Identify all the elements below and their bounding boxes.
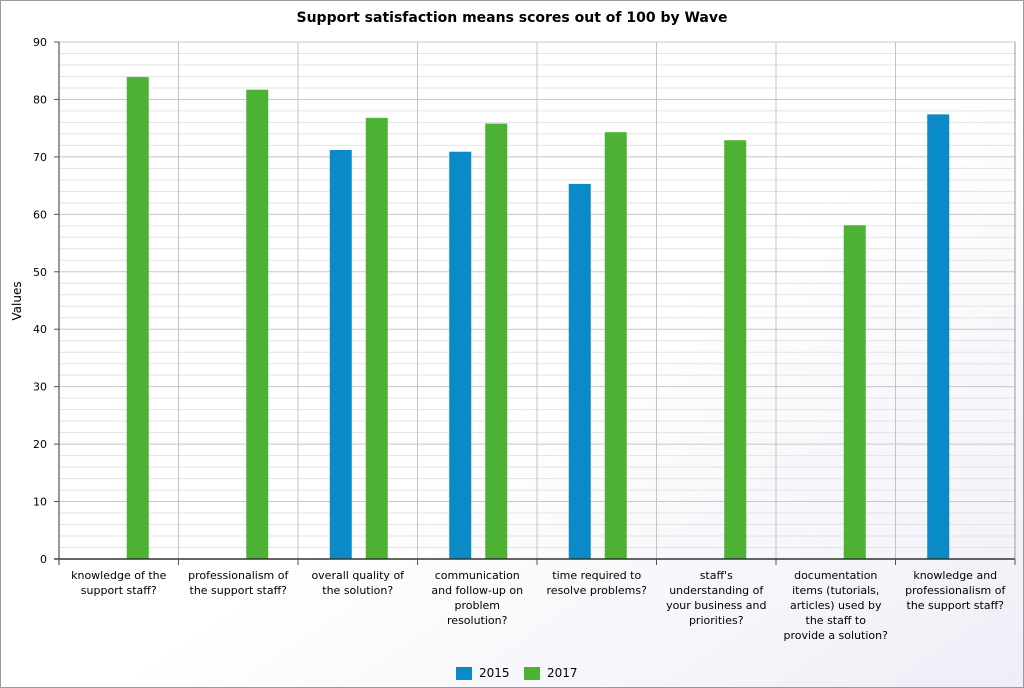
y-tick-label: 50: [33, 266, 47, 279]
y-tick-label: 30: [33, 381, 47, 394]
category-label: documentation items (tutorials, articles) …: [784, 569, 889, 642]
bar-2017-2: [246, 89, 269, 559]
bars: [126, 77, 950, 560]
category-label: overall quality of the solution?: [311, 569, 405, 597]
bar-2015-5: [568, 183, 591, 560]
bar-2017-6: [724, 140, 747, 560]
legend-label-2015: 2015: [479, 666, 510, 680]
y-axis-title: Values: [10, 281, 24, 320]
x-axis-categories: knowledge of the support staff? profession…: [58, 559, 1016, 642]
category-label: knowledge and professionalism of the suppo…: [905, 569, 1006, 612]
bar-2017-4: [485, 123, 508, 560]
bar-2017-7: [843, 225, 866, 559]
y-tick-label: 70: [33, 151, 47, 164]
axes: [54, 42, 1016, 565]
legend-swatch-2015: [456, 667, 472, 680]
y-tick-label: 60: [33, 208, 47, 221]
category-label: time required to resolve problems?: [547, 569, 648, 597]
bar-2015-3: [329, 149, 352, 560]
bar-2017-1: [126, 77, 149, 560]
y-axis-ticks: 0 10 20 30 40 50 60 70 80 90: [33, 36, 59, 566]
legend: 2015 2017: [456, 666, 578, 680]
bar-2017-3: [365, 117, 388, 560]
bar-2015-4: [449, 151, 472, 560]
category-label: professionalism of the support staff?: [188, 569, 289, 597]
bar-2015-8: [927, 114, 950, 559]
grid-lines: [59, 41, 1016, 559]
y-tick-label: 0: [40, 553, 47, 566]
legend-swatch-2017: [524, 667, 540, 680]
category-label: communication and follow-up on problem reso…: [431, 569, 523, 627]
chart-title: Support satisfaction means scores out of…: [297, 10, 728, 26]
y-tick-label: 90: [33, 36, 47, 49]
y-tick-label: 40: [33, 323, 47, 336]
legend-label-2017: 2017: [547, 666, 578, 680]
y-tick-label: 10: [33, 496, 47, 509]
bar-2017-5: [604, 132, 627, 559]
y-tick-label: 20: [33, 438, 47, 451]
y-tick-label: 80: [33, 93, 47, 106]
category-label: staff's understanding of your business and…: [666, 569, 766, 627]
category-label: knowledge of the support staff?: [71, 569, 167, 597]
